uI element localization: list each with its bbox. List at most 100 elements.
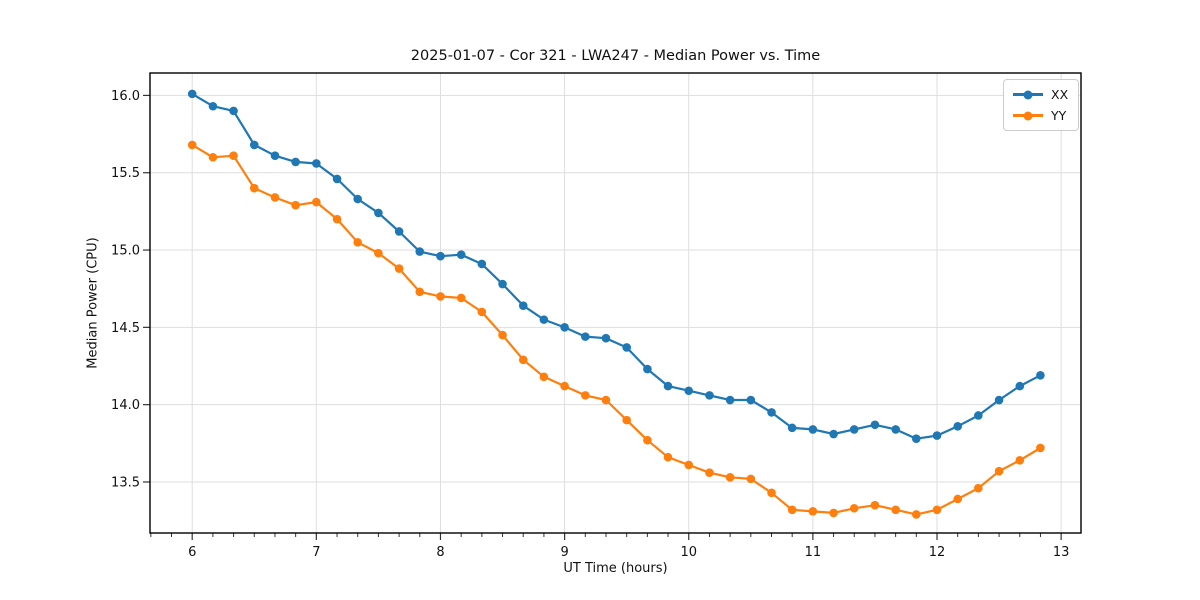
series-yy-point xyxy=(684,460,694,470)
series-xx-point xyxy=(746,395,756,405)
x-tick-label: 10 xyxy=(680,545,697,560)
series-xx-point xyxy=(767,408,776,417)
series-yy-point xyxy=(1036,443,1045,453)
series-xx-point xyxy=(849,425,859,434)
series-yy-point xyxy=(974,483,983,493)
series-yy-point xyxy=(208,152,218,162)
y-axis-label: Median Power (CPU) xyxy=(85,237,101,369)
series-xx-point xyxy=(994,395,1004,405)
series-yy-point xyxy=(353,238,362,247)
series-yy-point xyxy=(518,355,528,365)
y-tick-label: 14.5 xyxy=(111,321,140,336)
series-yy-point xyxy=(394,264,404,273)
series-xx-point xyxy=(787,423,797,433)
series-yy-point xyxy=(994,466,1004,476)
legend-marker-icon xyxy=(1023,90,1033,99)
legend-entry-xx: XX xyxy=(1004,86,1078,103)
series-xx-point xyxy=(974,411,983,420)
series-xx-point xyxy=(953,422,963,431)
series-yy-point xyxy=(415,287,425,297)
series-xx-point xyxy=(1015,381,1025,391)
series-xx-point xyxy=(932,431,942,440)
series-xx-point xyxy=(581,332,590,341)
series-xx-point xyxy=(415,247,425,256)
x-tick-label: 6 xyxy=(188,545,196,560)
series-yy-point xyxy=(829,508,838,518)
x-tick-label: 9 xyxy=(560,545,568,560)
series-xx-point xyxy=(663,381,673,391)
series-yy-point xyxy=(746,474,756,484)
series-xx-point xyxy=(539,315,549,324)
y-tick-label: 15.0 xyxy=(111,244,140,259)
series-yy-point xyxy=(332,214,342,224)
series-xx-point xyxy=(601,333,611,343)
plot-border xyxy=(149,72,1082,534)
series-yy-point xyxy=(705,468,714,477)
series-xx-point xyxy=(374,208,383,218)
legend-line-sample-xx xyxy=(1013,90,1043,99)
series-xx-point xyxy=(808,425,818,434)
series-yy-point xyxy=(870,500,880,510)
series-xx-point xyxy=(891,425,900,434)
series-yy-point xyxy=(187,140,197,150)
chart-title: 2025-01-07 - Cor 321 - LWA247 - Median P… xyxy=(410,48,821,64)
series-xx-point xyxy=(436,251,445,261)
y-tick-label: 13.5 xyxy=(111,475,140,490)
series-xx-point xyxy=(1036,370,1045,380)
series-xx-point xyxy=(870,420,880,430)
x-tick-label: 7 xyxy=(312,545,320,560)
series-yy-point xyxy=(436,292,445,301)
y-tick-label: 16.0 xyxy=(111,89,140,104)
series-yy-point xyxy=(767,488,776,498)
legend-line-sample-yy xyxy=(1013,111,1043,120)
series-yy-point xyxy=(663,452,673,462)
series-xx-point xyxy=(911,434,921,443)
series-xx-point xyxy=(477,259,487,269)
series-yy-point xyxy=(498,330,507,340)
series-yy-point xyxy=(312,197,321,207)
series-xx-point xyxy=(394,227,404,236)
series-yy-point xyxy=(622,415,631,425)
series-xx-point xyxy=(829,429,838,439)
series-yy-point xyxy=(539,372,549,382)
series-yy-point xyxy=(374,248,383,258)
series-yy-point xyxy=(270,193,280,202)
series-yy-point xyxy=(229,151,238,161)
series-yy-point xyxy=(291,200,300,210)
series-yy-point xyxy=(849,503,859,513)
series-xx-point xyxy=(560,323,569,332)
series-yy-point xyxy=(601,395,611,405)
series-xx-point xyxy=(353,194,362,204)
series-yy-point xyxy=(953,494,963,504)
series-xx-point xyxy=(249,140,259,150)
x-tick-label: 8 xyxy=(436,545,444,560)
x-tick-label: 12 xyxy=(929,545,946,560)
series-yy-point xyxy=(911,510,921,519)
legend-label-yy: YY xyxy=(1051,108,1067,123)
series-yy-point xyxy=(456,293,466,303)
series-yy-point xyxy=(787,505,797,515)
series-yy-point xyxy=(891,505,900,515)
series-yy-point xyxy=(249,183,259,193)
series-xx-point xyxy=(498,279,507,289)
legend: XX YY xyxy=(1003,79,1079,131)
series-xx-point xyxy=(229,106,238,116)
series-xx-point xyxy=(187,89,197,99)
series-xx-point xyxy=(456,250,466,259)
legend-entry-yy: YY xyxy=(1004,107,1078,124)
series-xx-line xyxy=(191,92,1042,440)
series-yy-point xyxy=(725,473,735,482)
series-xx-point xyxy=(684,386,694,396)
series-yy-point xyxy=(932,505,942,515)
x-tick-label: 13 xyxy=(1053,545,1070,560)
series-yy-point xyxy=(1015,456,1025,465)
series-yy-point xyxy=(808,507,818,516)
series-xx-point xyxy=(725,395,735,405)
series-yy-point xyxy=(477,307,487,317)
legend-marker-icon xyxy=(1023,111,1033,120)
x-tick-label: 11 xyxy=(805,545,822,560)
y-tick-label: 14.0 xyxy=(111,398,140,413)
series-xx-point xyxy=(705,391,714,400)
